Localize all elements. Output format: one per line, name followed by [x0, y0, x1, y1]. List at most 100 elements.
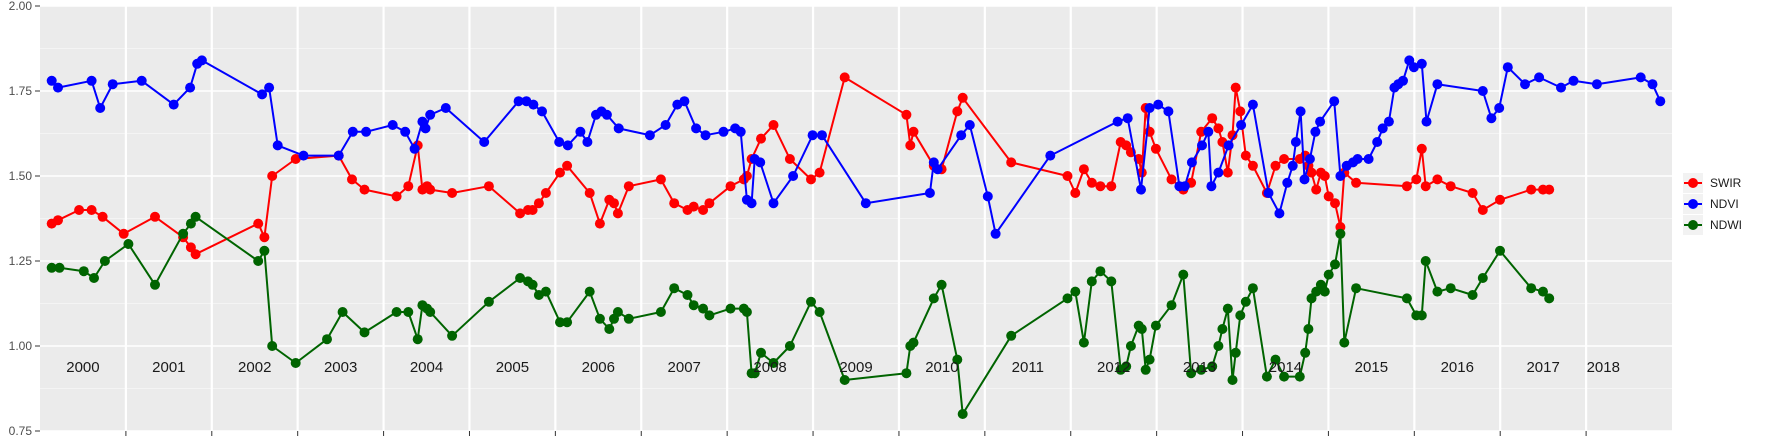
data-point-swir — [447, 188, 458, 198]
data-point-ndvi — [1197, 140, 1207, 151]
data-point-swir — [515, 208, 526, 219]
data-point-ndvi — [1203, 126, 1214, 137]
data-point-swir — [756, 133, 766, 144]
data-point-swir — [74, 205, 85, 215]
data-point-ndwi — [1078, 337, 1089, 348]
data-point-swir — [609, 198, 619, 209]
data-point-ndvi — [768, 198, 779, 209]
data-point-swir — [1106, 181, 1117, 192]
data-point-ndwi — [1279, 371, 1290, 382]
data-point-ndwi — [540, 286, 551, 297]
data-point-ndwi — [725, 303, 736, 314]
data-point-ndwi — [594, 313, 605, 324]
data-point-swir — [1526, 184, 1537, 195]
year-label: 2003 — [324, 359, 357, 376]
data-point-ndvi — [1363, 154, 1374, 164]
data-point-ndwi — [1144, 354, 1155, 365]
data-point-swir — [403, 181, 414, 192]
data-point-ndvi — [1520, 79, 1530, 90]
data-point-ndwi — [1140, 364, 1151, 375]
data-point-ndwi — [688, 300, 699, 311]
data-point-ndvi — [1372, 137, 1383, 147]
data-point-ndwi — [562, 317, 573, 328]
data-point-ndvi — [1556, 82, 1566, 93]
data-point-ndvi — [1315, 116, 1326, 127]
data-point-swir — [905, 140, 916, 151]
data-point-swir — [391, 191, 402, 202]
data-point-ndvi — [1421, 116, 1432, 127]
data-point-ndvi — [860, 198, 871, 209]
data-point-ndwi — [54, 262, 65, 273]
data-point-swir — [1213, 123, 1224, 134]
data-point-ndvi — [691, 123, 702, 134]
y-tick-label: 1.50 — [9, 169, 33, 183]
data-point-ndvi — [95, 103, 106, 113]
data-point-ndwi — [1207, 361, 1218, 372]
data-point-swir — [190, 249, 201, 260]
legend-label-ndwi: NDWI — [1710, 218, 1742, 232]
data-point-ndvi — [1329, 96, 1340, 107]
data-point-swir — [1544, 184, 1555, 195]
data-point-ndwi — [46, 262, 57, 273]
data-point-swir — [1401, 181, 1412, 192]
data-point-ndwi — [655, 307, 666, 317]
data-point-ndwi — [1235, 310, 1246, 321]
data-point-ndvi — [1136, 184, 1146, 195]
data-point-ndvi — [1416, 58, 1427, 69]
data-point-ndwi — [123, 239, 134, 249]
data-point-ndwi — [604, 324, 615, 334]
data-point-ndwi — [267, 341, 278, 351]
data-point-swir — [259, 232, 270, 243]
data-point-swir — [1196, 126, 1207, 137]
data-point-ndwi — [682, 290, 693, 300]
data-point-ndwi — [1247, 283, 1258, 294]
data-point-swir — [784, 154, 795, 164]
data-point-ndwi — [178, 228, 189, 239]
data-point-swir — [669, 198, 680, 209]
data-point-ndvi — [1045, 150, 1056, 161]
data-point-ndwi — [1217, 324, 1228, 334]
data-point-swir — [908, 126, 919, 137]
y-tick-label: 1.75 — [9, 84, 33, 98]
data-point-ndwi — [901, 368, 912, 379]
data-point-ndwi — [1125, 341, 1136, 351]
data-point-ndwi — [584, 286, 595, 297]
data-point-ndvi — [425, 109, 436, 120]
data-point-swir — [1240, 150, 1251, 161]
data-point-ndvi — [86, 75, 97, 86]
data-point-swir — [1411, 174, 1422, 185]
data-point-swir — [1207, 113, 1218, 124]
data-point-ndvi — [1494, 103, 1505, 113]
data-point-ndwi — [78, 266, 89, 277]
data-point-swir — [952, 106, 963, 117]
year-label: 2001 — [152, 359, 185, 376]
data-point-ndwi — [1538, 286, 1548, 297]
data-point-ndwi — [1196, 364, 1207, 375]
data-point-swir — [267, 171, 278, 181]
year-label: 2018 — [1587, 359, 1620, 376]
data-point-ndwi — [612, 307, 623, 317]
data-point-swir — [688, 201, 699, 212]
data-point-ndwi — [337, 307, 348, 317]
data-point-ndvi — [107, 79, 118, 90]
data-point-ndvi — [1335, 171, 1346, 181]
data-point-ndwi — [669, 283, 680, 294]
data-point-ndwi — [1526, 283, 1537, 294]
data-point-ndwi — [1136, 324, 1147, 334]
data-point-ndvi — [644, 130, 655, 141]
data-point-ndvi — [956, 130, 967, 141]
data-point-swir — [425, 184, 436, 195]
data-point-ndvi — [1647, 79, 1658, 90]
data-point-swir — [623, 181, 634, 192]
data-point-ndwi — [1330, 259, 1340, 270]
data-point-ndwi — [412, 334, 423, 345]
data-point-ndvi — [1502, 62, 1513, 73]
data-point-ndvi — [257, 89, 268, 100]
data-point-swir — [1495, 194, 1505, 205]
data-point-ndwi — [1150, 320, 1161, 331]
year-label: 2010 — [925, 359, 958, 376]
data-point-ndvi — [660, 120, 671, 130]
data-point-ndwi — [1261, 371, 1272, 382]
axes: 0.75 1.00 1.25 1.50 1.75 2.00 — [9, 0, 1587, 438]
data-point-ndvi — [1122, 113, 1133, 124]
